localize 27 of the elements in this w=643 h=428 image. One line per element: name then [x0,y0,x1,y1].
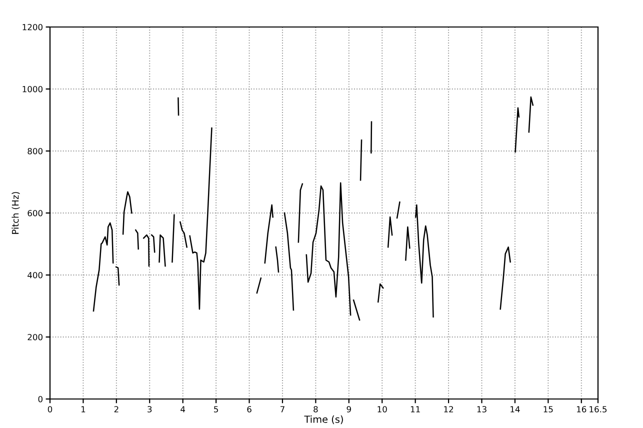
x-tick-label: 5 [214,406,218,412]
y-tick-label: 800 [28,148,42,154]
x-tick-label: 13 [477,406,486,412]
x-tick-label: 16.5 [590,406,607,412]
x-tick-label: 0 [48,406,52,412]
x-tick-label: 3 [148,406,152,412]
y-tick-label: 1000 [22,86,42,92]
x-tick-label: 9 [346,406,351,412]
x-tick-label: 14 [510,406,520,412]
x-tick-label: 15 [544,406,553,412]
x-tick-label: 16 [577,406,586,412]
x-axis-title: Time (s) [304,415,343,424]
y-tick-label: 200 [28,334,42,340]
y-axis-title: Pitch (Hz) [12,192,20,234]
y-tick-label: 600 [28,210,42,216]
y-tick-label: 400 [28,272,42,278]
y-tick-label: 0 [38,396,42,402]
y-tick-label: 1200 [22,24,42,30]
x-tick-label: 4 [180,406,186,412]
x-tick-label: 12 [444,406,454,412]
x-tick-label: 1 [81,406,86,412]
x-tick-label: 6 [247,406,252,412]
x-tick-label: 11 [410,406,420,412]
x-tick-label: 2 [114,406,118,412]
x-tick-label: 7 [280,406,284,412]
x-tick-label: 10 [378,406,387,412]
x-tick-label: 8 [314,406,318,412]
